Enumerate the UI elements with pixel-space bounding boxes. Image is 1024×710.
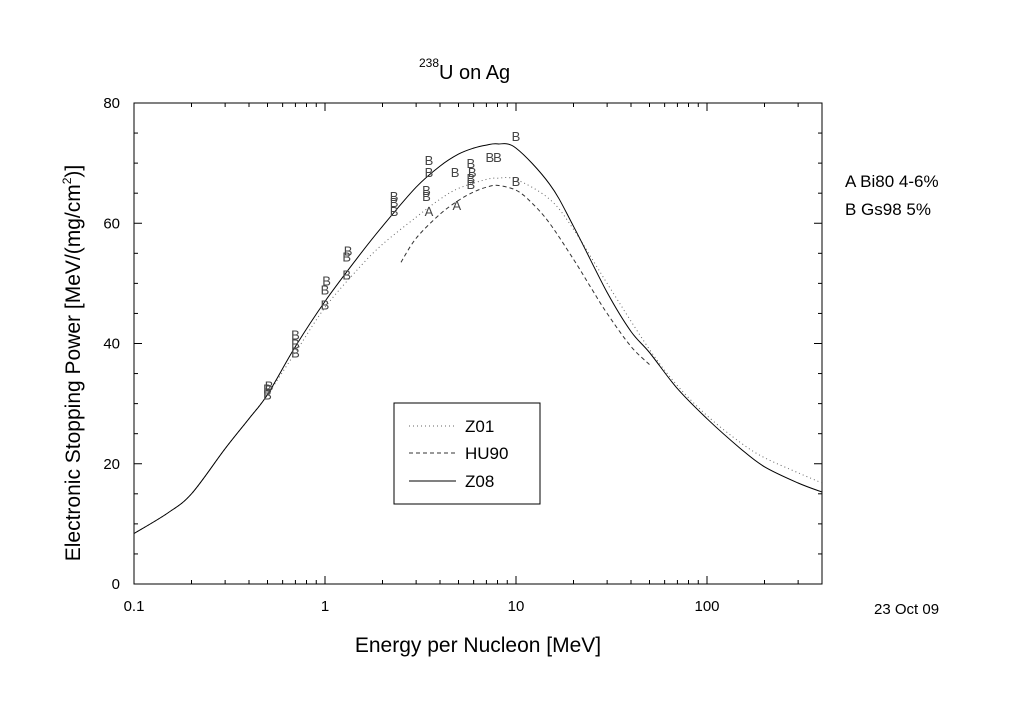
data-point-b: B: [321, 282, 330, 297]
y-axis-title-end: )]: [62, 165, 85, 178]
data-point-b: B: [512, 129, 521, 144]
y-tick-label: 80: [103, 95, 120, 112]
y-tick-label: 40: [103, 336, 120, 353]
legend: Z01 HU90 Z08: [393, 402, 541, 505]
data-point-b: B: [425, 165, 434, 180]
x-axis-title: Energy per Nucleon [MeV]: [355, 634, 601, 657]
data-point-a: A: [425, 204, 434, 219]
data-point-b: B: [291, 346, 300, 361]
data-point-b: B: [291, 337, 300, 352]
data-point-b: B: [390, 204, 399, 219]
chart-title-superscript: 238: [419, 56, 439, 70]
data-point-a: A: [452, 198, 461, 213]
data-point-b: B: [342, 249, 351, 264]
y-tick-label: 0: [112, 576, 120, 593]
data-point-b: B: [466, 156, 475, 171]
data-point-b: B: [422, 183, 431, 198]
x-tick-label: 10: [508, 598, 525, 615]
data-point-b: B: [265, 379, 274, 394]
annotation-a: A Bi80 4-6%: [845, 172, 939, 191]
data-point-b: B: [466, 177, 475, 192]
data-point-b: B: [390, 189, 399, 204]
data-point-b: B: [263, 382, 272, 397]
data-point-b: B: [390, 195, 399, 210]
legend-label-hu90: HU90: [465, 444, 508, 463]
data-point-b: B: [322, 273, 331, 288]
y-tick-label: 20: [103, 456, 120, 473]
series-line-z01: [134, 176, 822, 534]
chart-title: U on Ag: [439, 62, 510, 84]
y-tick-label: 60: [103, 215, 120, 232]
y-axis-title-superscript: 2: [60, 177, 74, 184]
series-lines: [134, 143, 822, 534]
data-point-b: B: [486, 150, 495, 165]
data-point-b: B: [344, 243, 353, 258]
data-point-b: B: [466, 171, 475, 186]
x-tick-label: 0.1: [124, 598, 145, 615]
y-axis-title: Electronic Stopping Power [MeV/(mg/cm2)]: [60, 165, 85, 562]
annotation-b: B Gs98 5%: [845, 200, 931, 219]
series-line-hu90: [400, 184, 650, 365]
data-point-b: B: [425, 153, 434, 168]
data-point-b: B: [422, 189, 431, 204]
data-point-b: B: [342, 267, 351, 282]
axis-tick-labels: 0.1 1 10 100 0 20 40 60 80: [103, 95, 719, 615]
data-point-b: B: [321, 297, 330, 312]
data-point-b: B: [468, 165, 477, 180]
x-tick-label: 1: [321, 598, 329, 615]
data-point-b: B: [263, 388, 272, 403]
data-point-b: B: [512, 174, 521, 189]
plot-frame: [133, 102, 823, 585]
data-point-b: B: [493, 150, 502, 165]
data-point-b: B: [451, 165, 460, 180]
legend-label-z08: Z08: [465, 472, 494, 491]
series-line-z08: [134, 143, 822, 534]
data-point-b: B: [291, 327, 300, 342]
y-axis-title-main: Electronic Stopping Power [MeV/(mg/cm: [62, 184, 85, 561]
legend-label-z01: Z01: [465, 417, 494, 436]
axis-ticks: [133, 102, 823, 585]
date-stamp: 23 Oct 09: [874, 601, 939, 618]
x-tick-label: 100: [694, 598, 719, 615]
